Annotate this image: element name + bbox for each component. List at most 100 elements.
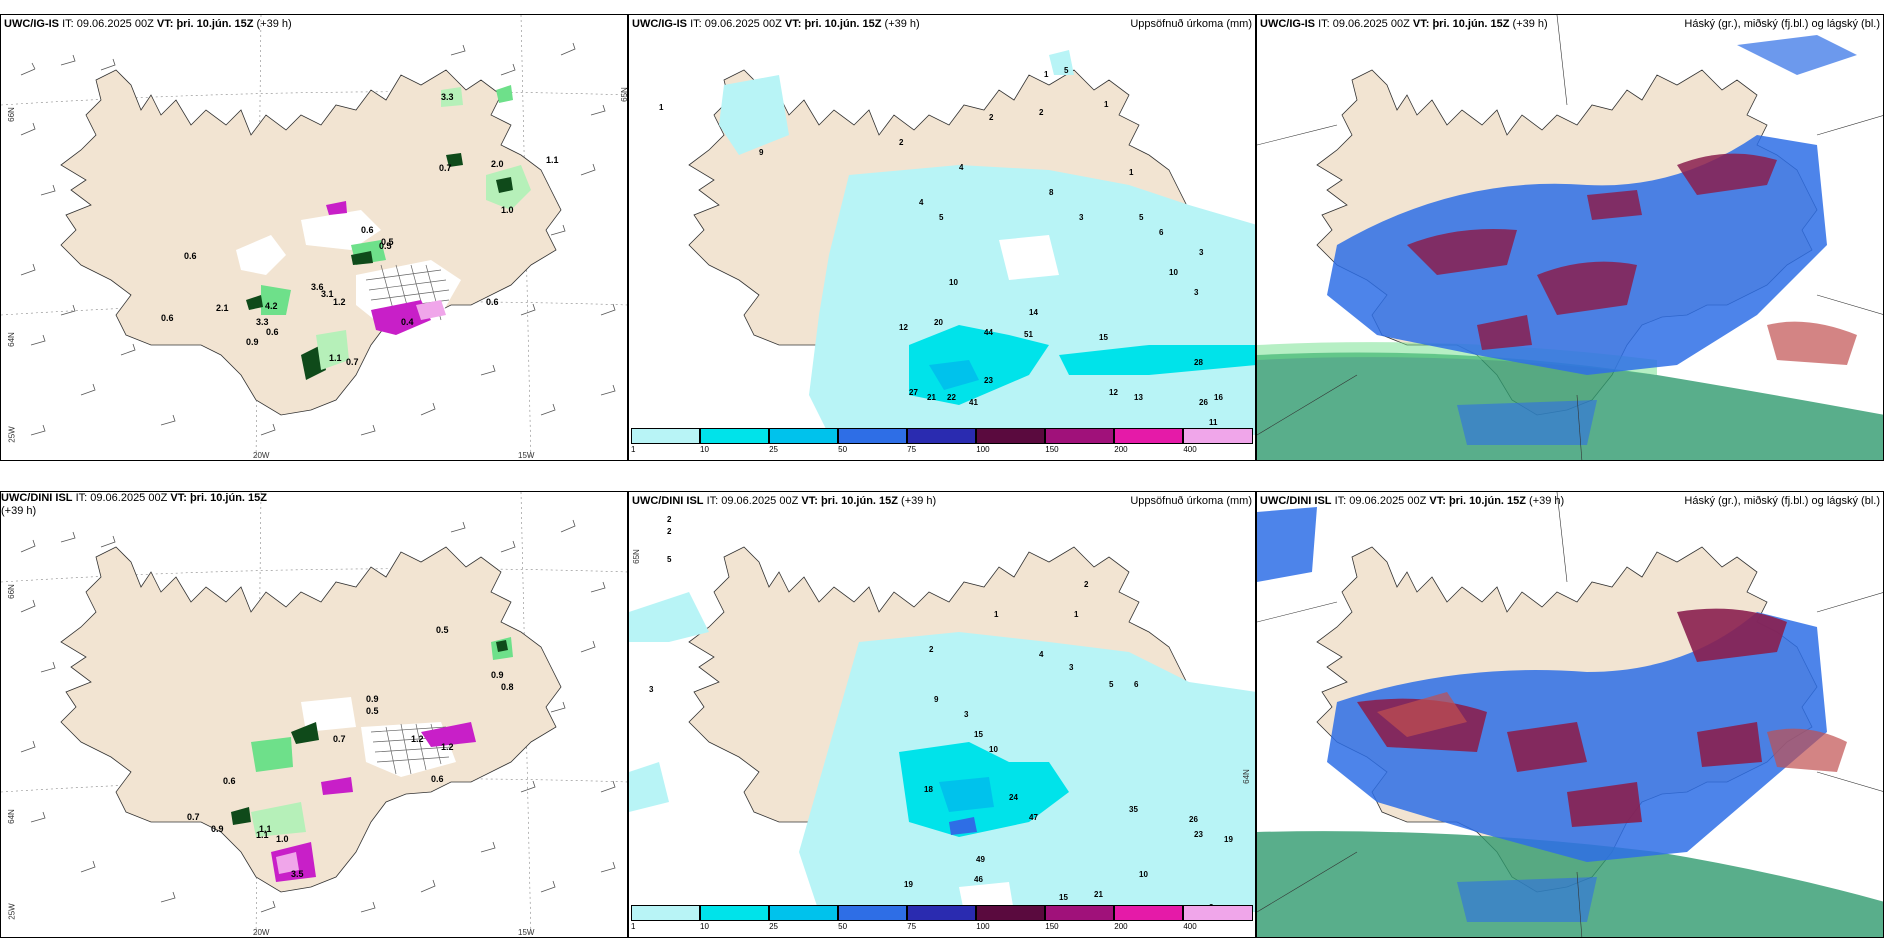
- colorbar-tick: 10: [700, 922, 709, 931]
- value-label: 0.6: [184, 251, 197, 261]
- graticule: [1257, 15, 1883, 460]
- it-time: 09.06.2025 00Z: [1332, 18, 1410, 30]
- value-label: 1.2: [333, 297, 346, 307]
- panel-header: UWC/DINI ISL IT: 09.06.2025 00Z VT: þri.…: [632, 495, 1252, 508]
- value-label: 0.6: [431, 774, 444, 784]
- value-label: 21: [1094, 890, 1103, 899]
- value-label: 3.6: [311, 282, 324, 292]
- it-label: IT:: [1334, 495, 1347, 507]
- vt-label: VT:: [1412, 18, 1430, 30]
- lead-time: (+39 h): [901, 495, 937, 507]
- value-label: 15: [974, 730, 983, 739]
- point-values: 1 5 1 1 2 1 2 2 4 4 5 8 3 5 6 3 10 12 14…: [659, 66, 1223, 427]
- panel-bottom-left: UWC/DINI ISL IT: 09.06.2025 00Z VT: þri.…: [0, 491, 628, 938]
- lead-time: (+39 h): [256, 18, 292, 30]
- lon-label: 15W: [518, 451, 535, 460]
- lon-label: 20W: [253, 451, 270, 460]
- value-label: 0.6: [486, 297, 499, 307]
- value-label: 46: [974, 875, 983, 884]
- value-label: 1.0: [276, 834, 289, 844]
- value-label: 1.1: [259, 824, 272, 834]
- colorbar-tick: 25: [769, 922, 778, 931]
- value-label: 3.1: [321, 289, 334, 299]
- lead-time: (+39 h): [1529, 495, 1565, 507]
- it-label: IT:: [62, 18, 74, 30]
- value-label: 1: [1104, 100, 1109, 109]
- value-label: 0.5: [436, 625, 449, 635]
- value-label: 0.7: [333, 734, 346, 744]
- value-label: 2.1: [216, 303, 229, 313]
- value-label: 8: [1049, 188, 1054, 197]
- value-label: 10: [1139, 870, 1148, 879]
- vt-time: þri. 10.jún. 15Z: [189, 492, 267, 504]
- value-label: 0.5: [379, 241, 392, 251]
- value-label: 12: [1109, 388, 1118, 397]
- value-label: 0.6: [223, 776, 236, 786]
- value-label: 0.8: [501, 682, 514, 692]
- panel-top-right: UWC/IG-IS IT: 09.06.2025 00Z VT: þri. 10…: [1256, 14, 1884, 461]
- lon-label: 25W: [7, 903, 17, 920]
- value-label: 6: [1159, 228, 1164, 237]
- value-label: 0.9: [246, 337, 259, 347]
- cloud-layers: [1257, 507, 1883, 937]
- value-label: 10: [949, 278, 958, 287]
- lead-time: (+39 h): [884, 18, 920, 30]
- precip-areas: [231, 637, 513, 882]
- value-label: 3: [649, 685, 654, 694]
- value-label: 19: [1224, 835, 1233, 844]
- value-label: 4.2: [265, 301, 278, 311]
- value-label: 1.1: [329, 353, 342, 363]
- colorbar-tick: 1: [631, 445, 636, 454]
- value-label: 3: [1194, 288, 1199, 297]
- wind-barbs: [20, 519, 616, 913]
- vt-label: VT:: [1429, 495, 1446, 507]
- value-label: 3: [1079, 213, 1084, 222]
- colorbar-swatch: [700, 428, 770, 444]
- value-label: 14: [1029, 308, 1038, 317]
- it-label: IT:: [75, 492, 88, 504]
- precip-areas: [629, 592, 1255, 912]
- model-name: UWC/IG-IS: [632, 18, 687, 30]
- value-label: 1.2: [441, 742, 454, 752]
- value-label: 0.7: [439, 163, 452, 173]
- lat-label: 64N: [6, 332, 16, 347]
- colorbar-swatch: [838, 905, 908, 921]
- colorbar-tick: 10: [700, 445, 709, 454]
- value-label: 5: [1064, 66, 1069, 75]
- precip-areas: [236, 85, 531, 380]
- point-values: 2 2 5 3 2 1 1 2 4 3 5 6 9 3 10 15 18 24 …: [649, 515, 1233, 914]
- lat-label: 64N: [6, 809, 16, 824]
- vt-label: VT:: [156, 18, 174, 30]
- lon-label: 25W: [7, 426, 17, 443]
- point-values: 3.3 0.7 2.0 1.1 0.6 0.6 0.6 1.0 0.5 0.6 …: [161, 92, 559, 367]
- value-label: 18: [924, 785, 933, 794]
- colorbar-swatch: [976, 905, 1046, 921]
- it-label: IT:: [706, 495, 719, 507]
- colorbar-swatch: [1114, 428, 1184, 444]
- value-label: 26: [1189, 815, 1198, 824]
- lat-label: 66N: [6, 107, 16, 122]
- map-canvas: 0.5 0.9 0.8 0.9 0.5 0.6 1.1 0.7 0.9 1.1 …: [1, 492, 627, 937]
- model-name: UWC/IG-IS: [4, 18, 59, 30]
- value-label: 5: [939, 213, 944, 222]
- value-label: 1.1: [546, 155, 559, 165]
- value-label: 28: [1194, 358, 1203, 367]
- colorbar-swatch: [976, 428, 1046, 444]
- field-title: Háský (gr.), miðský (fj.bl.) og lágský (…: [1684, 495, 1880, 507]
- value-label: 24: [1009, 793, 1018, 802]
- value-label: 0.9: [211, 824, 224, 834]
- colorbar-tick: 200: [1114, 922, 1128, 931]
- panel-bottom-right: UWC/DINI ISL IT: 09.06.2025 00Z VT: þri.…: [1256, 491, 1884, 938]
- value-label: 2: [989, 113, 994, 122]
- vt-label: VT:: [784, 18, 802, 30]
- value-label: 27: [909, 388, 918, 397]
- field-title: Uppsöfnuð úrkoma (mm): [1130, 18, 1252, 30]
- panel-header: UWC/IG-IS IT: 09.06.2025 00Z VT: þri. 10…: [632, 18, 1252, 31]
- value-label: 10: [1169, 268, 1178, 277]
- it-time: 09.06.2025 00Z: [721, 495, 799, 507]
- value-label: 5: [1109, 680, 1114, 689]
- value-label: 1: [1044, 70, 1049, 79]
- value-label: 0.7: [187, 812, 200, 822]
- colorbar-tick: 150: [1045, 922, 1059, 931]
- colorbar-tick: 25: [769, 445, 778, 454]
